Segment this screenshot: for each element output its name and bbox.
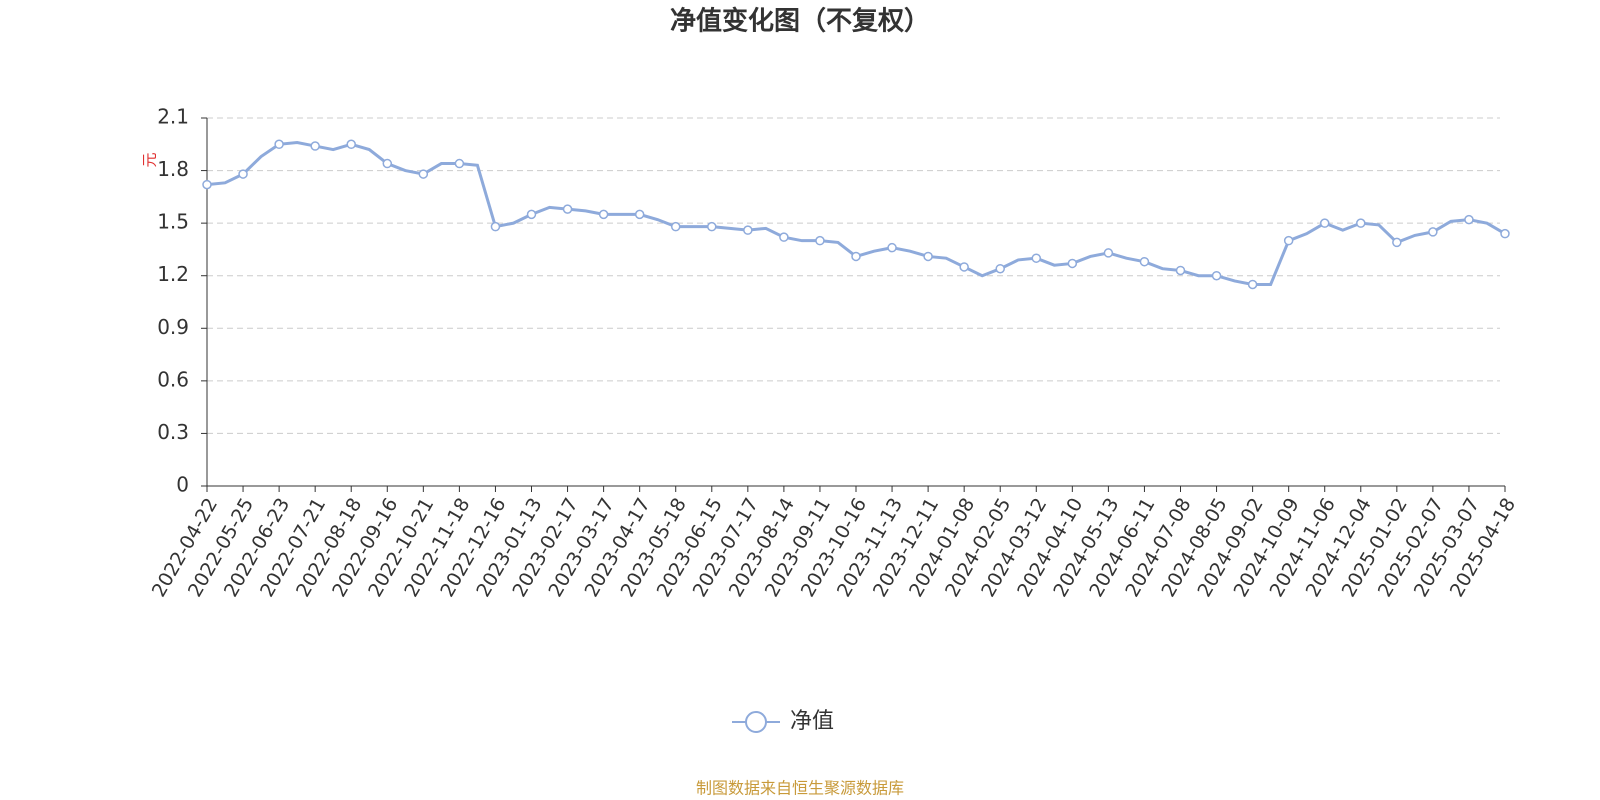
point-marker <box>887 242 897 253</box>
y-axis-label: 元 <box>141 152 159 167</box>
point-marker <box>1319 218 1330 228</box>
point-marker <box>310 141 320 151</box>
y-tick-label: 1.5 <box>157 210 189 234</box>
point-marker <box>995 263 1005 274</box>
point-marker <box>346 139 356 150</box>
source-note: 制图数据来自恒生聚源数据库 <box>696 779 904 798</box>
legend-label: 净值 <box>790 709 834 734</box>
point-marker <box>562 204 573 214</box>
point-marker <box>1464 214 1474 225</box>
point-marker <box>779 232 789 242</box>
point-marker <box>707 221 717 232</box>
chart-title: 净值变化图（不复权） <box>670 6 930 37</box>
y-tick-label: 0 <box>176 473 189 497</box>
point-marker <box>634 209 645 220</box>
point-marker <box>1139 256 1150 267</box>
point-marker <box>454 158 465 169</box>
point-marker <box>418 169 429 179</box>
y-tick-label: 0.6 <box>157 367 189 391</box>
point-marker <box>202 179 212 190</box>
y-tick-label: 0.9 <box>157 315 189 339</box>
legend-marker <box>745 711 767 733</box>
point-marker <box>1356 218 1366 228</box>
y-tick-label: 2.1 <box>157 105 189 129</box>
y-tick-label: 1.2 <box>157 262 189 286</box>
point-marker <box>1211 270 1222 281</box>
point-marker <box>1392 237 1402 248</box>
point-marker <box>1500 228 1510 239</box>
point-marker <box>1031 253 1042 263</box>
point-marker <box>274 139 284 150</box>
point-marker <box>1247 279 1258 290</box>
point-marker <box>1103 248 1114 258</box>
y-tick-label: 1.8 <box>157 157 189 181</box>
point-marker <box>743 225 753 235</box>
point-marker <box>490 221 501 232</box>
point-marker <box>382 158 393 169</box>
point-marker <box>1067 258 1078 269</box>
point-marker <box>851 251 861 262</box>
point-marker <box>959 262 969 272</box>
y-tick-label: 0.3 <box>157 420 189 444</box>
point-marker <box>670 221 681 232</box>
line <box>206 141 1506 286</box>
point-marker <box>598 209 609 220</box>
point-marker <box>923 251 933 262</box>
point-marker <box>1428 227 1438 237</box>
point-marker <box>1283 235 1294 246</box>
point-marker <box>1175 265 1186 276</box>
point-marker <box>815 235 825 246</box>
point-marker <box>238 169 248 179</box>
point-marker <box>526 209 537 220</box>
